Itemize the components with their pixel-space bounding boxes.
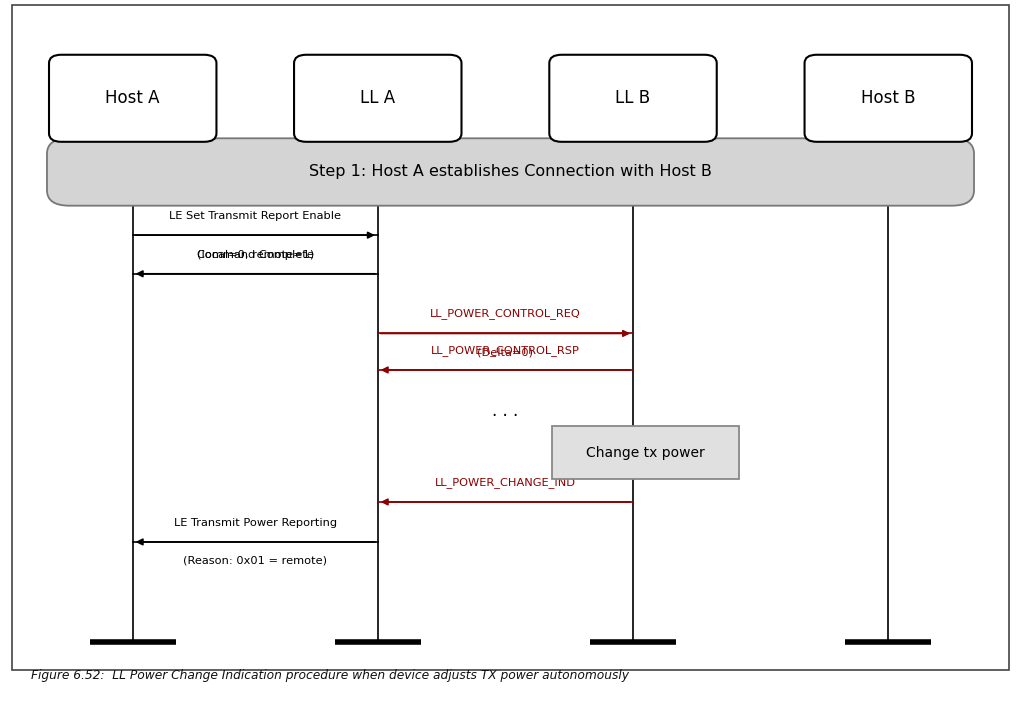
FancyBboxPatch shape bbox=[49, 55, 216, 142]
FancyBboxPatch shape bbox=[47, 138, 974, 206]
Text: LL A: LL A bbox=[360, 89, 395, 107]
Text: LE Transmit Power Reporting: LE Transmit Power Reporting bbox=[174, 518, 337, 528]
Text: LL_POWER_CONTROL_REQ: LL_POWER_CONTROL_REQ bbox=[430, 308, 581, 319]
Text: (local=0, remote=1): (local=0, remote=1) bbox=[197, 249, 313, 259]
Text: (Delta=0): (Delta=0) bbox=[478, 347, 533, 357]
Text: . . .: . . . bbox=[492, 402, 519, 420]
FancyBboxPatch shape bbox=[12, 5, 1009, 670]
Text: LE Set Transmit Report Enable: LE Set Transmit Report Enable bbox=[169, 211, 341, 221]
Text: Host A: Host A bbox=[105, 89, 160, 107]
Text: Step 1: Host A establishes Connection with Host B: Step 1: Host A establishes Connection wi… bbox=[309, 164, 712, 180]
FancyBboxPatch shape bbox=[552, 426, 739, 479]
FancyBboxPatch shape bbox=[294, 55, 461, 142]
FancyBboxPatch shape bbox=[549, 55, 717, 142]
Text: LL_POWER_CHANGE_IND: LL_POWER_CHANGE_IND bbox=[435, 477, 576, 488]
FancyBboxPatch shape bbox=[805, 55, 972, 142]
Text: Figure 6.52:  LL Power Change Indication procedure when device adjusts TX power : Figure 6.52: LL Power Change Indication … bbox=[31, 669, 629, 682]
Text: (Reason: 0x01 = remote): (Reason: 0x01 = remote) bbox=[183, 556, 328, 566]
Text: Command Complete: Command Complete bbox=[197, 250, 313, 260]
Text: Change tx power: Change tx power bbox=[586, 446, 706, 460]
Text: Host B: Host B bbox=[861, 89, 916, 107]
Text: LL B: LL B bbox=[616, 89, 650, 107]
Text: LL_POWER_CONTROL_RSP: LL_POWER_CONTROL_RSP bbox=[431, 345, 580, 356]
